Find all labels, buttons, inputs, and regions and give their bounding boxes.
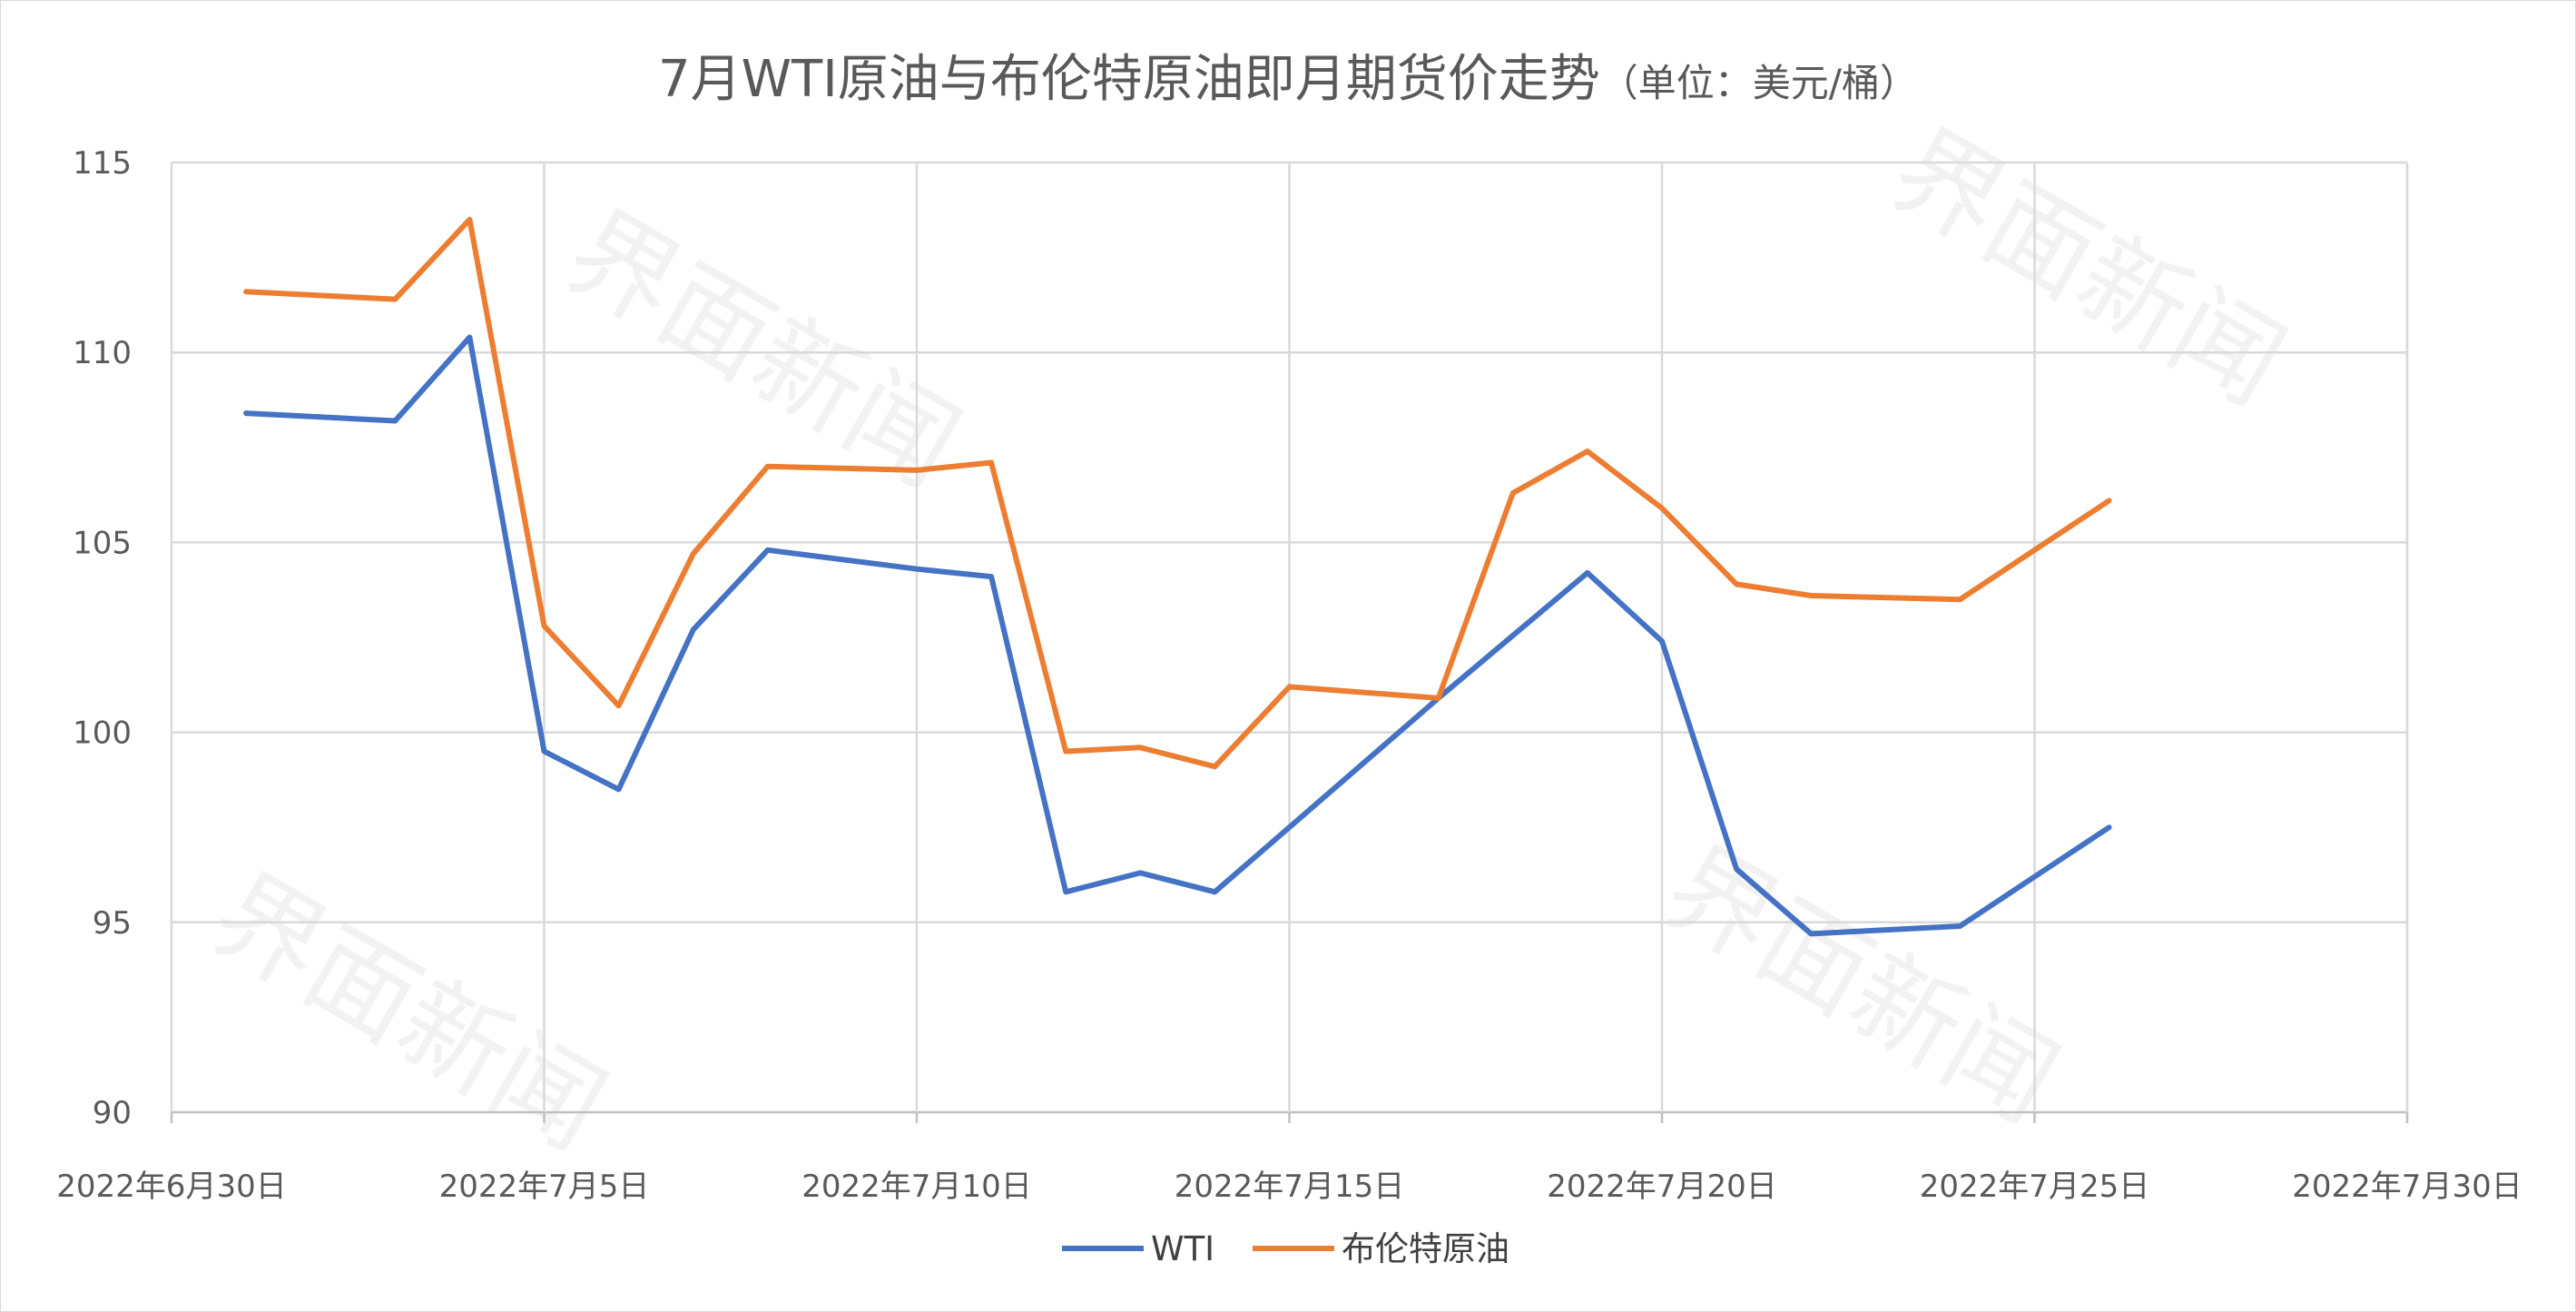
series-line-wti [243, 334, 2112, 937]
watermark-text: 界面新闻 [546, 188, 980, 511]
x-tick-label: 2022年7月25日 [1920, 1169, 2149, 1205]
watermark-text: 界面新闻 [1872, 106, 2306, 429]
y-tick-label: 100 [73, 715, 132, 752]
watermark-text: 界面新闻 [192, 851, 626, 1174]
x-tick-label: 2022年7月5日 [439, 1169, 650, 1205]
x-tick-label: 2022年6月30日 [56, 1169, 286, 1205]
legend-label: WTI [1151, 1229, 1214, 1268]
watermark-text: 界面新闻 [1645, 824, 2079, 1147]
y-tick-label: 95 [93, 905, 132, 942]
x-tick-label: 2022年7月10日 [801, 1169, 1031, 1205]
chart-title-unit: （单位：美元/桶） [1599, 61, 1918, 105]
legend-label: 布伦特原油 [1342, 1229, 1509, 1268]
x-tick-label: 2022年7月30日 [2292, 1169, 2522, 1205]
series-line-brent [243, 216, 2112, 770]
chart-title-main: 7月WTI原油与布伦特原油即月期货价走势 [658, 50, 1600, 109]
chart-title: 7月WTI原油与布伦特原油即月期货价走势（单位：美元/桶） [0, 38, 2576, 112]
y-tick-label: 105 [73, 525, 132, 561]
x-tick-label: 2022年7月20日 [1547, 1169, 1776, 1205]
x-tick-label: 2022年7月15日 [1175, 1169, 1404, 1205]
y-tick-label: 90 [93, 1095, 132, 1131]
y-tick-label: 110 [73, 335, 132, 371]
y-tick-label: 115 [73, 145, 132, 182]
